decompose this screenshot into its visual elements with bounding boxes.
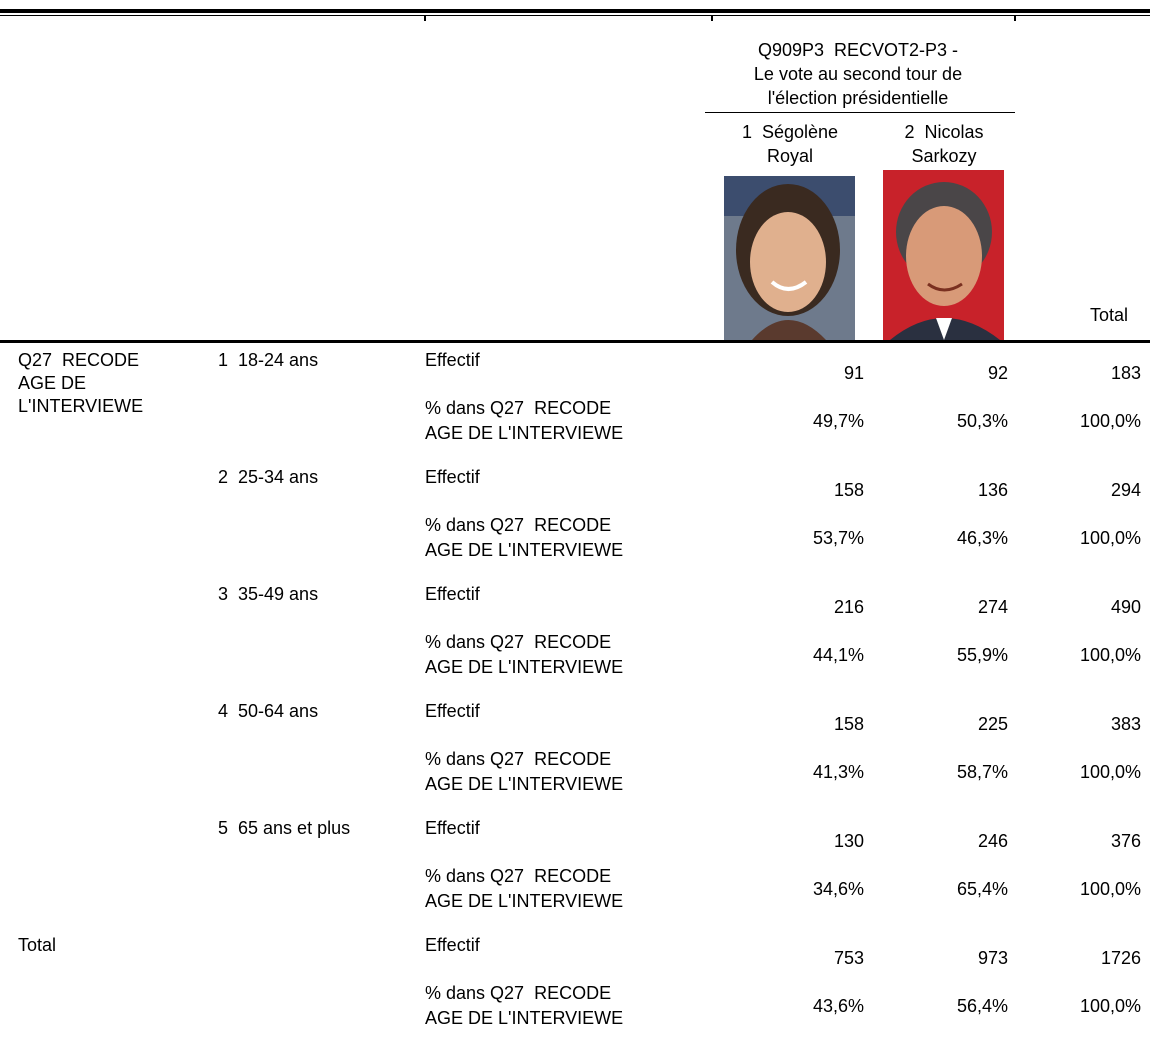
cell: 92: [988, 363, 1008, 383]
cell: 274: [978, 597, 1008, 617]
col-tick: [711, 16, 713, 21]
measure: AGE DE L'INTERVIEWE: [425, 774, 623, 794]
measure: Effectif: [425, 818, 481, 838]
measure: Effectif: [425, 350, 481, 370]
row-variable: AGE DE: [18, 373, 86, 393]
column-header: Total: [1090, 305, 1128, 325]
cell: 65,4%: [957, 879, 1008, 899]
measure: Effectif: [425, 701, 481, 721]
cell: 41,3%: [813, 762, 864, 782]
cell: 753: [834, 948, 864, 968]
cell: 44,1%: [813, 645, 864, 665]
column-header: Sarkozy: [911, 146, 976, 166]
cell: 43,6%: [813, 996, 864, 1016]
cell: 100,0%: [1080, 762, 1141, 782]
row-label: 2 25-34 ans: [218, 467, 318, 487]
row-label: 1 18-24 ans: [218, 350, 318, 370]
cell: 100,0%: [1080, 996, 1141, 1016]
measure: AGE DE L'INTERVIEWE: [425, 1008, 623, 1028]
cell: 53,7%: [813, 528, 864, 548]
cell: 49,7%: [813, 411, 864, 431]
measure: % dans Q27 RECODE: [425, 398, 611, 418]
header-title: Q909P3 RECVOT2-P3 -: [758, 40, 958, 60]
cell: 490: [1111, 597, 1141, 617]
row-label: 3 35-49 ans: [218, 584, 318, 604]
cell: 100,0%: [1080, 528, 1141, 548]
photo-sarkozy: [883, 170, 1004, 340]
cell: 246: [978, 831, 1008, 851]
measure: Effectif: [425, 935, 481, 955]
cell: 100,0%: [1080, 645, 1141, 665]
cell: 383: [1111, 714, 1141, 734]
cell: 225: [978, 714, 1008, 734]
top-rule: [0, 9, 1150, 13]
cell: 100,0%: [1080, 879, 1141, 899]
measure: Effectif: [425, 467, 481, 487]
top-rule-thin: [0, 15, 1150, 16]
cell: 376: [1111, 831, 1141, 851]
cell: 56,4%: [957, 996, 1008, 1016]
header-title: Le vote au second tour de: [754, 64, 962, 84]
cell: 34,6%: [813, 879, 864, 899]
row-variable: Q27 RECODE: [18, 350, 139, 370]
cell: 183: [1111, 363, 1141, 383]
row-label: 5 65 ans et plus: [218, 818, 350, 838]
header-title: l'élection présidentielle: [768, 88, 949, 108]
cell: 50,3%: [957, 411, 1008, 431]
measure: AGE DE L'INTERVIEWE: [425, 540, 623, 560]
cell: 46,3%: [957, 528, 1008, 548]
cell: 136: [978, 480, 1008, 500]
cell: 158: [834, 480, 864, 500]
measure: % dans Q27 RECODE: [425, 866, 611, 886]
photo-royal: [724, 176, 855, 340]
cell: 91: [844, 363, 864, 383]
cell: 130: [834, 831, 864, 851]
cell: 58,7%: [957, 762, 1008, 782]
header-rule: [0, 340, 1150, 343]
measure: % dans Q27 RECODE: [425, 632, 611, 652]
column-header: 1 Ségolène: [742, 122, 838, 142]
measure: % dans Q27 RECODE: [425, 983, 611, 1003]
cell: 158: [834, 714, 864, 734]
measure: AGE DE L'INTERVIEWE: [425, 657, 623, 677]
cell: 100,0%: [1080, 411, 1141, 431]
measure: AGE DE L'INTERVIEWE: [425, 891, 623, 911]
cell: 973: [978, 948, 1008, 968]
col-tick: [424, 16, 426, 21]
cell: 1726: [1101, 948, 1141, 968]
row-label: Total: [18, 935, 56, 955]
col-tick: [1014, 16, 1016, 21]
row-variable: L'INTERVIEWE: [18, 396, 143, 416]
measure: % dans Q27 RECODE: [425, 515, 611, 535]
measure: AGE DE L'INTERVIEWE: [425, 423, 623, 443]
header-underline: [705, 112, 1015, 113]
column-header: Royal: [767, 146, 813, 166]
cell: 216: [834, 597, 864, 617]
column-header: 2 Nicolas: [904, 122, 983, 142]
measure: Effectif: [425, 584, 481, 604]
row-label: 4 50-64 ans: [218, 701, 318, 721]
cell: 55,9%: [957, 645, 1008, 665]
cell: 294: [1111, 480, 1141, 500]
measure: % dans Q27 RECODE: [425, 749, 611, 769]
